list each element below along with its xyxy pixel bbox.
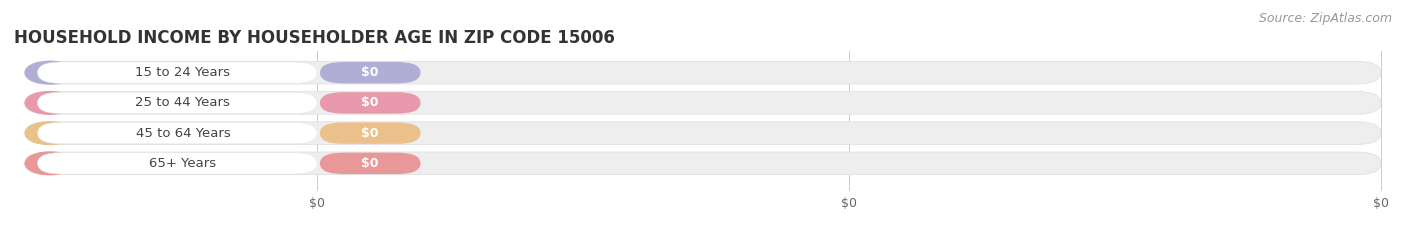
FancyBboxPatch shape [38,62,318,83]
FancyBboxPatch shape [25,122,1381,144]
Text: HOUSEHOLD INCOME BY HOUSEHOLDER AGE IN ZIP CODE 15006: HOUSEHOLD INCOME BY HOUSEHOLDER AGE IN Z… [14,29,614,47]
FancyBboxPatch shape [38,92,318,114]
Text: $0: $0 [361,96,380,110]
Circle shape [25,152,75,175]
Text: Source: ZipAtlas.com: Source: ZipAtlas.com [1258,12,1392,25]
Text: 45 to 64 Years: 45 to 64 Years [135,127,231,140]
FancyBboxPatch shape [321,62,420,83]
Text: $0: $0 [361,127,380,140]
FancyBboxPatch shape [25,61,1381,84]
Text: $0: $0 [361,157,380,170]
FancyBboxPatch shape [321,153,420,174]
FancyBboxPatch shape [38,122,318,144]
Circle shape [25,92,75,114]
Text: 15 to 24 Years: 15 to 24 Years [135,66,231,79]
FancyBboxPatch shape [25,92,1381,114]
FancyBboxPatch shape [321,122,420,144]
FancyBboxPatch shape [321,92,420,114]
FancyBboxPatch shape [38,153,318,174]
FancyBboxPatch shape [25,152,1381,175]
Circle shape [25,61,75,84]
Circle shape [25,122,75,144]
Text: 65+ Years: 65+ Years [149,157,217,170]
Text: 25 to 44 Years: 25 to 44 Years [135,96,231,110]
Text: $0: $0 [361,66,380,79]
